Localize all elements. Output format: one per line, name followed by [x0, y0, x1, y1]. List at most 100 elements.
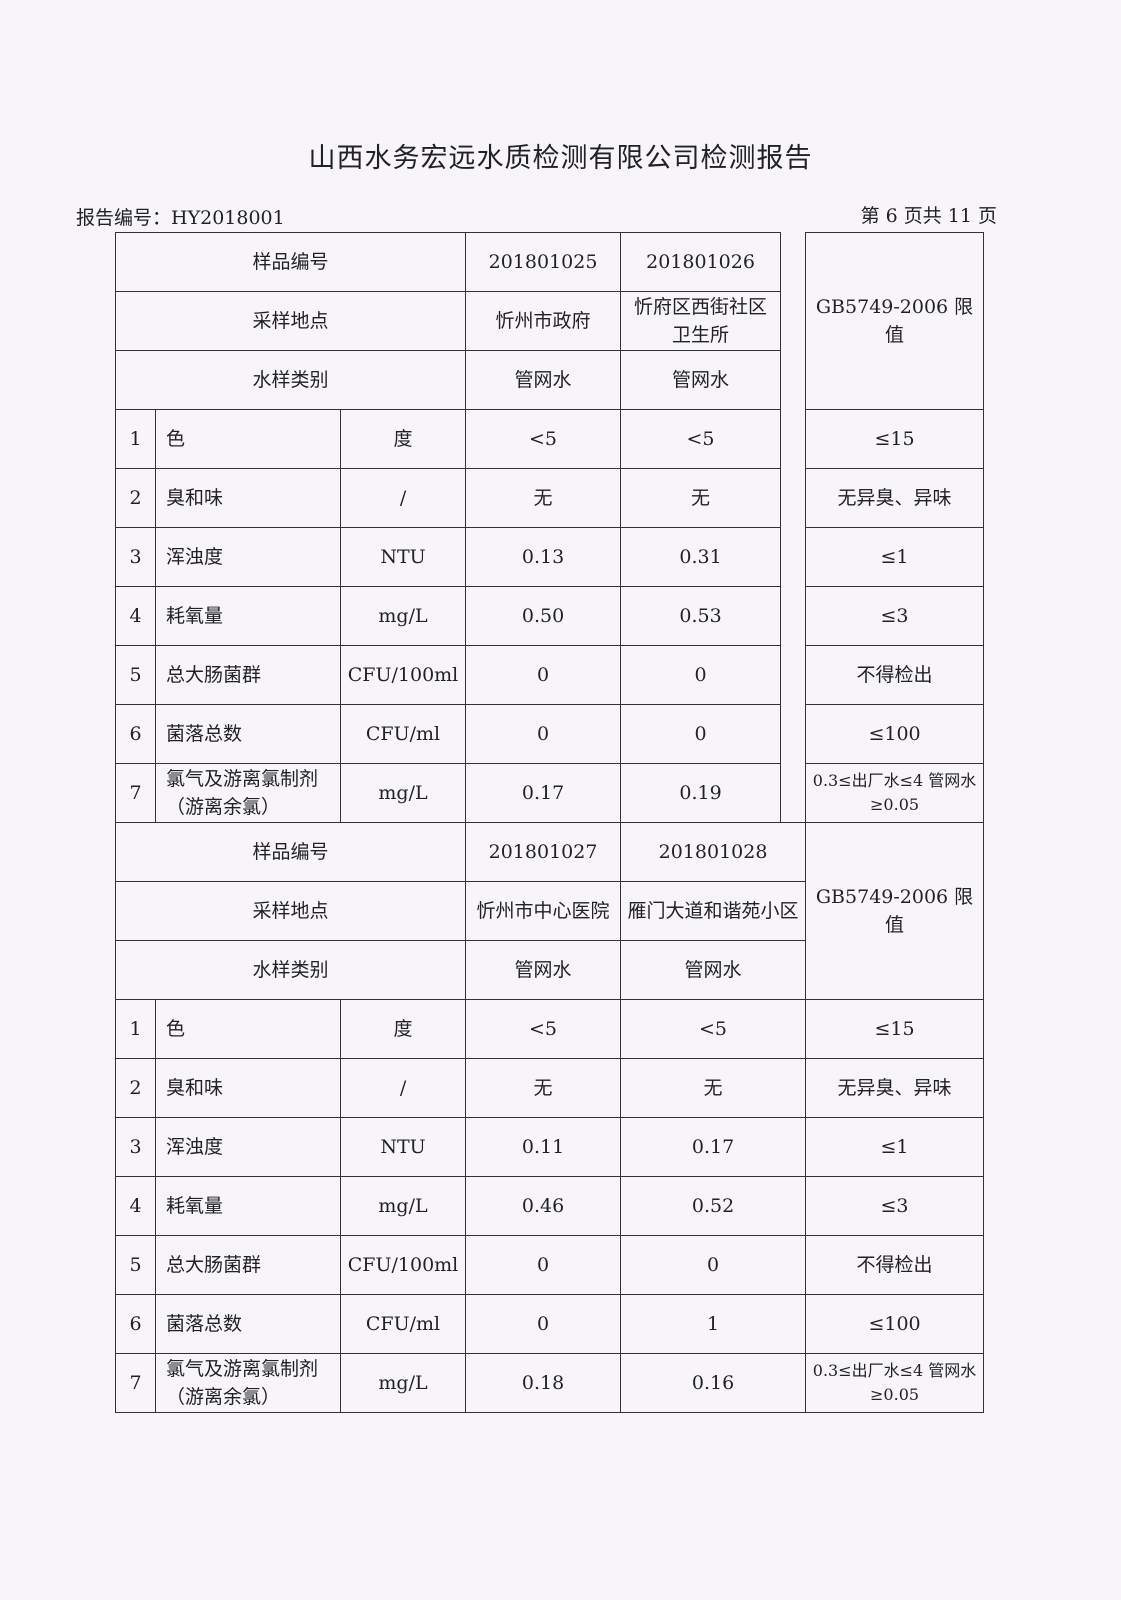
- result: <5: [465, 409, 622, 469]
- result: 1: [620, 1294, 807, 1354]
- limit: 0.3≤出厂水≤4 管网水≥0.05: [805, 763, 985, 823]
- item-name: 菌落总数: [155, 1294, 341, 1354]
- header-label: 样品编号: [114, 232, 467, 292]
- table-row: 4 耗氧量 mg/L 0.46 0.52 ≤3: [115, 1176, 985, 1236]
- header-label: 采样地点: [114, 881, 467, 941]
- item-number: 2: [115, 468, 156, 528]
- table-row: 3 浑浊度 NTU 0.13 0.31 ≤1: [115, 527, 985, 587]
- unit: /: [339, 468, 467, 528]
- unit: CFU/100ml: [339, 645, 467, 705]
- unit: 度: [339, 999, 467, 1059]
- limit: 无异臭、异味: [805, 1058, 985, 1118]
- header-row: 采样地点 忻州市中心医院 雁门大道和谐苑小区: [114, 881, 984, 941]
- sample-value: 忻州市政府: [465, 291, 622, 351]
- item-name: 浑浊度: [155, 1117, 341, 1177]
- sample-value: 201801025: [465, 232, 622, 292]
- table-row: 5 总大肠菌群 CFU/100ml 0 0 不得检出: [115, 645, 985, 705]
- sample-value: 管网水: [465, 350, 622, 410]
- item-number: 2: [115, 1058, 156, 1118]
- item-name: 耗氧量: [155, 1176, 341, 1236]
- table-row: 3 浑浊度 NTU 0.11 0.17 ≤1: [115, 1117, 985, 1177]
- result: 0: [465, 1294, 622, 1354]
- item-name: 氯气及游离氯制剂（游离余氯）: [155, 763, 341, 823]
- limit: ≤15: [805, 409, 985, 469]
- sample-value: 管网水: [620, 940, 807, 1000]
- limit: ≤1: [805, 527, 985, 587]
- result: 无: [465, 1058, 622, 1118]
- result: 0.19: [620, 763, 782, 823]
- unit: CFU/ml: [339, 1294, 467, 1354]
- item-number: 6: [115, 704, 156, 764]
- result: 0.17: [620, 1117, 807, 1177]
- item-number: 1: [115, 999, 156, 1059]
- result: 0.18: [465, 1353, 622, 1413]
- result: 0.16: [620, 1353, 807, 1413]
- unit: NTU: [339, 1117, 467, 1177]
- result: 0.13: [465, 527, 622, 587]
- item-number: 6: [115, 1294, 156, 1354]
- limit-header: GB5749-2006 限值: [805, 822, 985, 1000]
- unit: mg/L: [339, 1353, 467, 1413]
- header-label: 水样类别: [114, 940, 467, 1000]
- result: <5: [465, 999, 622, 1059]
- result: 无: [465, 468, 622, 528]
- sample-value: 忻州市中心医院: [465, 881, 622, 941]
- item-number: 3: [115, 1117, 156, 1177]
- item-name: 臭和味: [155, 1058, 341, 1118]
- limit: 不得检出: [805, 645, 985, 705]
- result: 0.46: [465, 1176, 622, 1236]
- item-number: 3: [115, 527, 156, 587]
- result: 0.11: [465, 1117, 622, 1177]
- table-row: 4 耗氧量 mg/L 0.50 0.53 ≤3: [115, 586, 985, 646]
- sample-value: 201801026: [620, 232, 782, 292]
- result: <5: [620, 409, 782, 469]
- table-row: 2 臭和味 / 无无无异臭、异味: [115, 1058, 985, 1118]
- item-name: 菌落总数: [155, 704, 341, 764]
- item-number: 4: [115, 586, 156, 646]
- unit: CFU/100ml: [339, 1235, 467, 1295]
- result: 0.53: [620, 586, 782, 646]
- sample-value: 忻府区西街社区卫生所: [620, 291, 782, 351]
- result: <5: [620, 999, 807, 1059]
- table-row: 6 菌落总数 CFU/ml 0 0 ≤100: [115, 704, 985, 764]
- sample-value: 管网水: [620, 350, 782, 410]
- unit: CFU/ml: [339, 704, 467, 764]
- results-table: 样品编号 201801025 201801026 GB5749-2006 限值 采样地点…: [114, 232, 985, 1413]
- table-row: 6 菌落总数 CFU/ml 0 1 ≤100: [115, 1294, 985, 1354]
- limit: ≤15: [805, 999, 985, 1059]
- limit: ≤1: [805, 1117, 985, 1177]
- limit: ≤100: [805, 1294, 985, 1354]
- limit: 不得检出: [805, 1235, 985, 1295]
- result: 0: [465, 704, 622, 764]
- result: 无: [620, 468, 782, 528]
- result: 0: [465, 1235, 622, 1295]
- result: 0.52: [620, 1176, 807, 1236]
- item-number: 5: [115, 645, 156, 705]
- item-name: 臭和味: [155, 468, 341, 528]
- item-name: 色: [155, 409, 341, 469]
- item-number: 7: [115, 763, 156, 823]
- sample-value: 201801027: [465, 822, 622, 882]
- unit: NTU: [339, 527, 467, 587]
- header-label: 采样地点: [114, 291, 467, 351]
- item-number: 7: [115, 1353, 156, 1413]
- item-number: 4: [115, 1176, 156, 1236]
- unit: mg/L: [339, 586, 467, 646]
- result: 0: [620, 1235, 807, 1295]
- table-row: 7 氯气及游离氯制剂（游离余氯） mg/L 0.17 0.19 0.3≤出厂水≤4 管网水…: [115, 763, 985, 823]
- table-row: 1 色度 <5 <5 ≤15: [115, 409, 985, 469]
- result: 无: [620, 1058, 807, 1118]
- result: 0: [620, 645, 782, 705]
- limit: ≤3: [805, 1176, 985, 1236]
- header-row: 水样类别 管网水 管网水: [114, 350, 984, 410]
- divider: [780, 232, 807, 823]
- item-name: 总大肠菌群: [155, 1235, 341, 1295]
- header-label: 样品编号: [114, 822, 467, 882]
- header-row: 水样类别 管网水 管网水: [114, 940, 984, 1000]
- limit: 0.3≤出厂水≤4 管网水≥0.05: [805, 1353, 985, 1413]
- page-number: 第 6 页共 11 页: [860, 205, 997, 227]
- item-number: 1: [115, 409, 156, 469]
- limit: ≤3: [805, 586, 985, 646]
- item-name: 浑浊度: [155, 527, 341, 587]
